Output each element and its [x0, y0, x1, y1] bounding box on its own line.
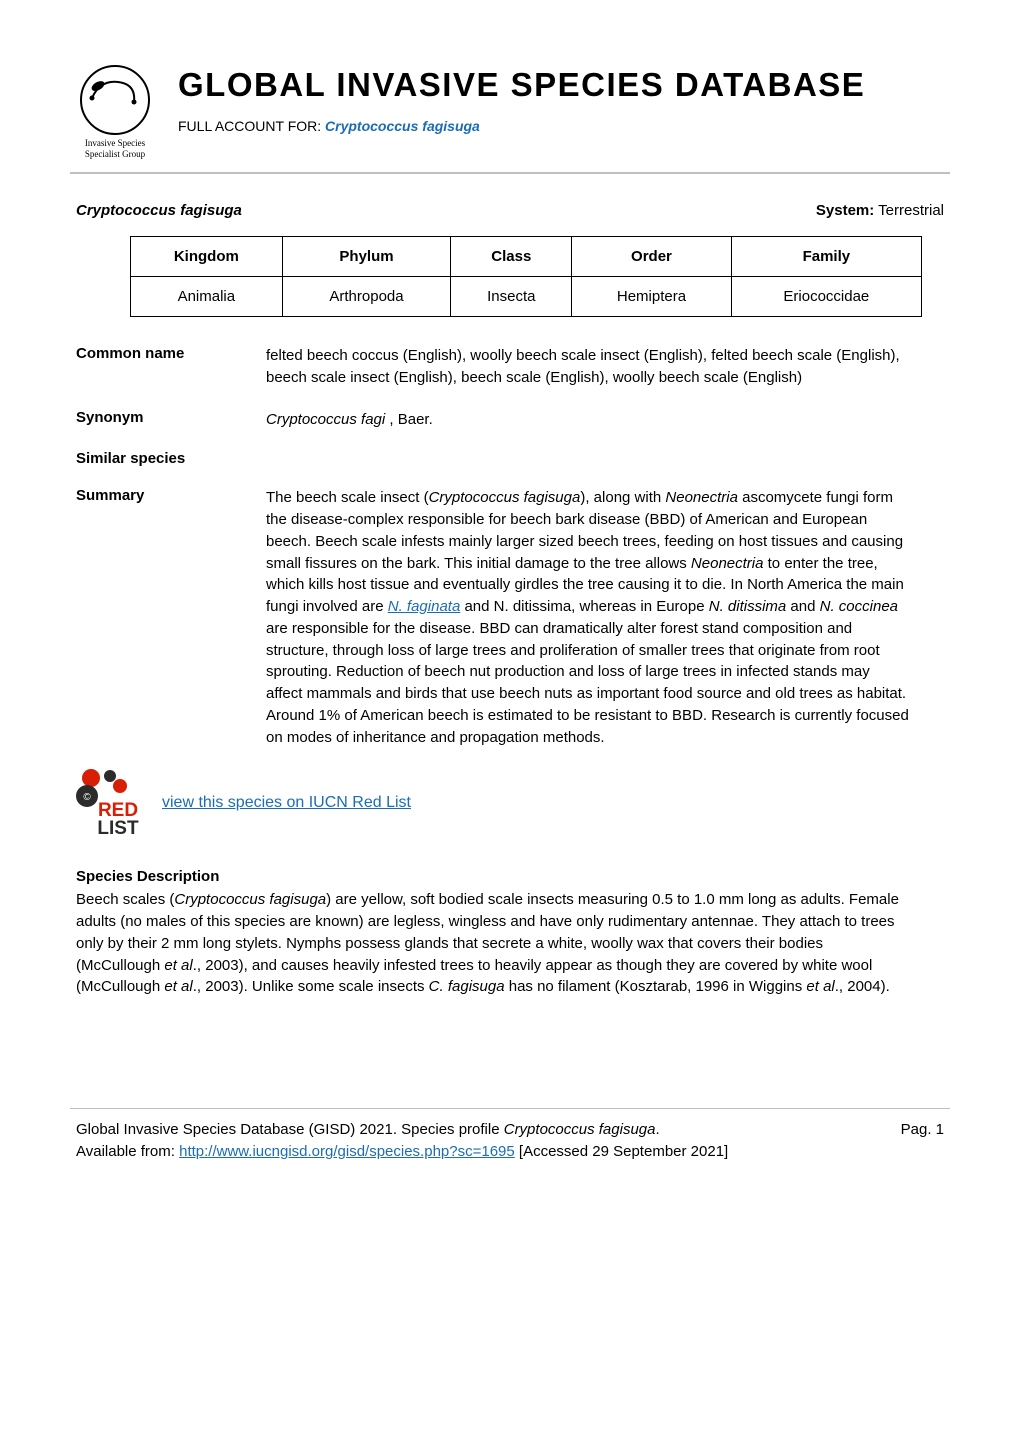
footer-citation: Global Invasive Species Database (GISD) …	[76, 1119, 874, 1163]
cell-class: Insecta	[451, 277, 572, 317]
similar-species-row: Similar species	[70, 450, 950, 467]
system-value: Terrestrial	[874, 202, 944, 219]
summary-species: N. coccinea	[820, 598, 898, 615]
summary-species: Neonectria	[691, 555, 764, 572]
footer-text: .	[655, 1121, 659, 1138]
cell-order: Hemiptera	[572, 277, 731, 317]
site-title: GLOBAL INVASIVE SPECIES DATABASE	[178, 66, 950, 104]
footer-text: Available from:	[76, 1143, 179, 1160]
footer-species: Cryptococcus fagisuga	[504, 1121, 656, 1138]
svg-text:LIST: LIST	[97, 818, 139, 838]
similar-species-label: Similar species	[76, 450, 266, 467]
issg-logo: Invasive Species Specialist Group	[70, 60, 160, 160]
redlist-row: © RED LIST view this species on IUCN Red…	[76, 768, 950, 838]
col-class: Class	[451, 237, 572, 277]
synonym-italic: Cryptococcus fagi	[266, 411, 385, 428]
summary-species: N. ditissima	[709, 598, 787, 615]
desc-species: Cryptococcus fagisuga	[174, 891, 326, 908]
svg-text:Specialist Group: Specialist Group	[85, 149, 146, 159]
common-name-value: felted beech coccus (English), woolly be…	[266, 345, 950, 389]
full-account-species: Cryptococcus fagisuga	[325, 118, 480, 134]
synonym-row: Synonym Cryptococcus fagi , Baer.	[70, 409, 950, 431]
link-text: N. faginata	[388, 598, 461, 615]
summary-species: Cryptococcus fagisuga	[429, 489, 581, 506]
similar-species-value	[266, 450, 950, 467]
summary-value: The beech scale insect (Cryptococcus fag…	[266, 487, 950, 748]
desc-text: Beech scales (	[76, 891, 174, 908]
summary-text: and	[786, 598, 819, 615]
col-phylum: Phylum	[282, 237, 451, 277]
system-block: System: Terrestrial	[816, 202, 944, 220]
table-header-row: Kingdom Phylum Class Order Family	[131, 237, 922, 277]
summary-text: are responsible for the disease. BBD can…	[266, 620, 909, 746]
footer-divider	[70, 1108, 950, 1109]
synonym-value: Cryptococcus fagi , Baer.	[266, 409, 950, 431]
species-description-body: Beech scales (Cryptococcus fagisuga) are…	[70, 889, 950, 998]
species-system-row: Cryptococcus fagisuga System: Terrestria…	[70, 202, 950, 220]
common-name-label: Common name	[76, 345, 266, 389]
header-text: GLOBAL INVASIVE SPECIES DATABASE FULL AC…	[178, 60, 950, 134]
footer-text: Global Invasive Species Database (GISD) …	[76, 1121, 504, 1138]
footer-source-link[interactable]: http://www.iucngisd.org/gisd/species.php…	[179, 1143, 515, 1160]
summary-text: and N. ditissima, whereas in Europe	[460, 598, 708, 615]
desc-italic: et al	[164, 957, 192, 974]
col-order: Order	[572, 237, 731, 277]
summary-row: Summary The beech scale insect (Cryptoco…	[70, 487, 950, 748]
cell-phylum: Arthropoda	[282, 277, 451, 317]
desc-text: has no filament (Kosztarab, 1996 in Wigg…	[505, 978, 807, 995]
redlist-logo-svg: © RED LIST	[76, 768, 140, 838]
issg-logo-svg: Invasive Species Specialist Group	[70, 60, 160, 160]
col-family: Family	[731, 237, 921, 277]
synonym-label: Synonym	[76, 409, 266, 431]
cell-family: Eriococcidae	[731, 277, 921, 317]
species-name: Cryptococcus fagisuga	[76, 202, 242, 219]
iucn-redlist-logo: © RED LIST	[76, 768, 140, 838]
summary-label: Summary	[76, 487, 266, 748]
table-row: Animalia Arthropoda Insecta Hemiptera Er…	[131, 277, 922, 317]
page-footer: Global Invasive Species Database (GISD) …	[70, 1119, 950, 1163]
col-kingdom: Kingdom	[131, 237, 283, 277]
full-account-line: FULL ACCOUNT FOR: Cryptococcus fagisuga	[178, 118, 950, 134]
desc-text: ., 2003). Unlike some scale insects	[193, 978, 429, 995]
synonym-suffix: , Baer.	[385, 411, 433, 428]
summary-species: Neonectria	[665, 489, 738, 506]
redlist-link[interactable]: view this species on IUCN Red List	[162, 794, 411, 812]
summary-text: ), along with	[580, 489, 665, 506]
desc-text: ., 2004).	[835, 978, 890, 995]
svg-text:©: ©	[83, 792, 91, 803]
footer-text: [Accessed 29 September 2021]	[515, 1143, 728, 1160]
full-account-prefix: FULL ACCOUNT FOR:	[178, 118, 325, 134]
page-number: Pag. 1	[874, 1119, 944, 1163]
summary-text: The beech scale insect (	[266, 489, 429, 506]
header-divider	[70, 172, 950, 174]
taxonomy-table: Kingdom Phylum Class Order Family Animal…	[130, 236, 922, 317]
species-description-heading: Species Description	[70, 868, 950, 885]
page-header: Invasive Species Specialist Group GLOBAL…	[70, 60, 950, 160]
desc-italic: et al	[806, 978, 834, 995]
desc-italic: et al	[164, 978, 192, 995]
cell-kingdom: Animalia	[131, 277, 283, 317]
svg-text:Invasive Species: Invasive Species	[85, 138, 146, 148]
n-faginata-link[interactable]: N. faginata	[388, 598, 461, 615]
common-name-row: Common name felted beech coccus (English…	[70, 345, 950, 389]
system-label: System:	[816, 202, 874, 219]
desc-species: C. fagisuga	[429, 978, 505, 995]
